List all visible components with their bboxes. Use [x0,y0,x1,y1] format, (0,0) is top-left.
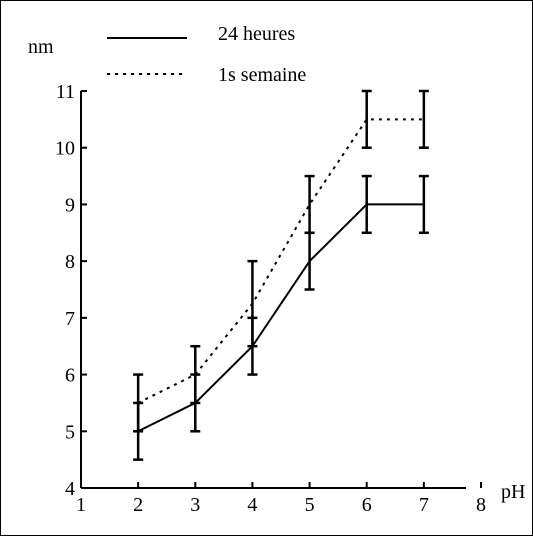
x-tick-label: 7 [419,494,429,516]
legend-label-24-heures: 24 heures [218,23,295,45]
x-tick-label: 6 [362,494,372,516]
series-24-heures [133,174,429,461]
x-tick-label: 1 [76,494,86,516]
error-bar-24-heures [418,174,429,235]
legend: 24 heures 1s semaine [107,23,306,86]
series-line-1s-semaine [137,118,424,404]
x-tick-label: 4 [247,494,257,516]
y-tick-label: 5 [65,421,75,443]
error-bar-1s-semaine [361,89,372,149]
y-tick-label: 6 [65,365,75,387]
error-bar-1s-semaine [133,373,144,433]
error-bar-1s-semaine [418,89,429,149]
x-tick-label: 5 [305,494,315,516]
error-bar-24-heures [361,174,372,235]
y-axis-ticks: 4 5 6 7 8 9 10 11 [55,81,87,500]
error-bar-1s-semaine [304,174,315,235]
y-tick-label: 10 [55,138,75,160]
x-tick-label: 2 [133,494,143,516]
series-line-24-heures [137,203,424,433]
error-bar-24-heures [304,231,315,291]
y-tick-label: 4 [65,478,75,500]
series-layer [133,89,429,461]
error-bar-1s-semaine [247,259,258,348]
series-1s-semaine [133,89,429,433]
legend-label-1s-semaine: 1s semaine [218,64,306,86]
x-axis-ticks: 1 2 3 4 5 6 7 8 [76,482,486,516]
error-bar-1s-semaine [190,344,201,405]
y-tick-label: 8 [65,251,75,273]
y-tick-label: 9 [65,194,75,216]
x-tick-label: 8 [476,494,486,516]
y-axis-label: nm [28,36,54,58]
x-axis-label: pH [501,481,525,503]
y-tick-label: 7 [65,308,75,330]
y-tick-label: 11 [56,81,75,103]
x-tick-label: 3 [190,494,200,516]
